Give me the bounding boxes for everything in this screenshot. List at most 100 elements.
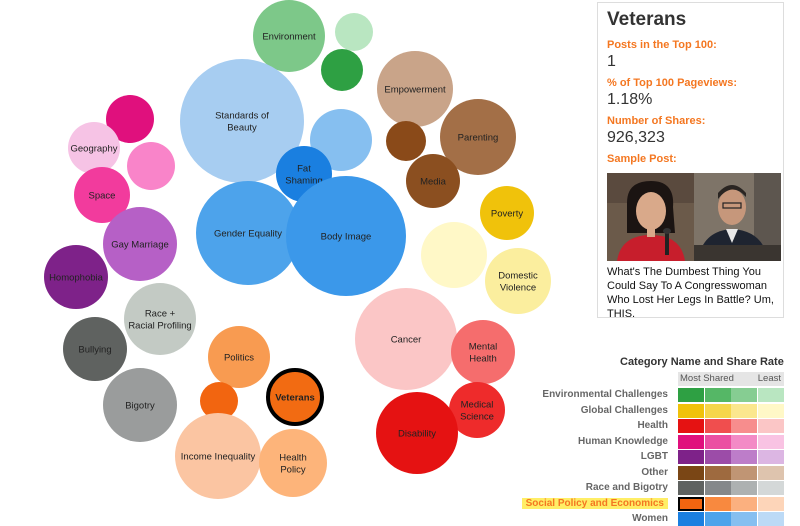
bubble-unlabeled-4[interactable]	[310, 109, 372, 171]
bubble-veterans[interactable]: Veterans	[266, 368, 324, 426]
legend-swatch[interactable]	[731, 388, 757, 402]
legend-swatch[interactable]	[678, 481, 704, 495]
legend-row-other[interactable]: Other	[514, 465, 800, 480]
legend-swatch[interactable]	[678, 512, 704, 526]
legend-swatch[interactable]	[731, 481, 757, 495]
legend-swatch[interactable]	[757, 450, 784, 464]
legend-row-women[interactable]: Women	[514, 512, 800, 526]
legend-swatch[interactable]	[678, 403, 704, 418]
legend-row-human-knowledge[interactable]: Human Knowledge	[514, 434, 800, 449]
bubble-circle[interactable]	[377, 51, 453, 127]
legend-swatch[interactable]	[757, 481, 784, 495]
bubble-circle[interactable]	[386, 121, 426, 161]
bubble-unlabeled-1[interactable]	[335, 13, 373, 51]
bubble-circle[interactable]	[310, 109, 372, 171]
bubble-gay-marriage[interactable]: Gay Marriage	[103, 207, 177, 281]
legend-swatch[interactable]	[757, 434, 784, 449]
bubble-circle[interactable]	[421, 222, 487, 288]
legend-swatch[interactable]	[704, 403, 731, 418]
bubble-body-image[interactable]: Body Image	[286, 176, 406, 296]
sample-caption[interactable]: What's The Dumbest Thing You Could Say T…	[607, 266, 774, 320]
bubble-circle[interactable]	[406, 154, 460, 208]
bubble-circle[interactable]	[335, 13, 373, 51]
bubble-unlabeled-12[interactable]	[106, 95, 154, 143]
bubble-domestic-violence[interactable]: Domestic Violence	[485, 248, 551, 314]
bubble-bigotry[interactable]: Bigotry	[103, 368, 177, 442]
legend-swatch[interactable]	[757, 512, 784, 526]
legend-swatch[interactable]	[678, 419, 704, 433]
legend-swatch[interactable]	[757, 465, 784, 480]
bubble-circle[interactable]	[200, 382, 238, 420]
bubble-disability[interactable]: Disability	[376, 392, 458, 474]
sample-photo-man[interactable]	[694, 173, 781, 261]
legend-swatch[interactable]	[731, 450, 757, 464]
legend-swatch[interactable]	[704, 512, 731, 526]
legend-swatch[interactable]	[678, 450, 704, 464]
legend-swatch[interactable]	[731, 434, 757, 449]
bubble-homophobia[interactable]: Homophobia	[44, 245, 108, 309]
bubble-circle[interactable]	[196, 181, 300, 285]
bubble-circle[interactable]	[175, 413, 261, 499]
legend-swatch[interactable]	[678, 434, 704, 449]
legend-row-race-and-bigotry[interactable]: Race and Bigotry	[514, 481, 800, 495]
legend-swatch[interactable]	[704, 465, 731, 480]
bubble-politics[interactable]: Politics	[208, 326, 270, 388]
legend-row-lgbt[interactable]: LGBT	[514, 450, 800, 464]
legend-swatch[interactable]	[678, 465, 704, 480]
legend-swatch[interactable]	[731, 419, 757, 433]
bubble-circle[interactable]	[180, 59, 304, 183]
bubble-space[interactable]: Space	[74, 167, 130, 223]
sample-photo-woman[interactable]	[607, 173, 694, 261]
bubble-circle[interactable]	[68, 122, 120, 174]
bubble-empowerment[interactable]: Empowerment	[377, 51, 453, 127]
legend-swatch[interactable]	[704, 450, 731, 464]
legend-swatch[interactable]	[704, 434, 731, 449]
bubble-circle[interactable]	[103, 368, 177, 442]
bubble-unlabeled-19[interactable]	[421, 222, 487, 288]
bubble-unlabeled-14[interactable]	[127, 142, 175, 190]
bubble-circle[interactable]	[286, 176, 406, 296]
bubble-circle[interactable]	[253, 0, 325, 72]
bubble-circle[interactable]	[451, 320, 515, 384]
legend-swatch[interactable]	[704, 419, 731, 433]
bubble-environment[interactable]: Environment	[253, 0, 325, 72]
bubble-circle[interactable]	[485, 248, 551, 314]
bubble-parenting[interactable]: Parenting	[440, 99, 516, 175]
bubble-circle[interactable]	[124, 283, 196, 355]
bubble-unlabeled-2[interactable]	[321, 49, 363, 91]
bubble-income-inequality[interactable]: Income Inequality	[175, 413, 261, 499]
bubble-circle[interactable]	[103, 207, 177, 281]
legend-swatch[interactable]	[704, 388, 731, 402]
bubble-circle[interactable]	[480, 186, 534, 240]
legend-row-social-policy-and-economics[interactable]: Social Policy and Economics	[514, 496, 800, 511]
legend-swatch[interactable]	[757, 403, 784, 418]
legend-swatch[interactable]	[704, 481, 731, 495]
legend-swatch[interactable]	[731, 465, 757, 480]
bubble-circle[interactable]	[321, 49, 363, 91]
bubble-geography[interactable]: Geography	[68, 122, 120, 174]
bubble-mental-health[interactable]: Mental Health	[451, 320, 515, 384]
bubble-health-policy[interactable]: Health Policy	[259, 429, 327, 497]
legend-row-health[interactable]: Health	[514, 419, 800, 433]
bubble-circle[interactable]	[127, 142, 175, 190]
bubble-unlabeled-29[interactable]	[200, 382, 238, 420]
bubble-media[interactable]: Media	[406, 154, 460, 208]
bubble-circle[interactable]	[266, 368, 324, 426]
legend-swatch[interactable]	[678, 388, 704, 402]
legend-row-environmental-challenges[interactable]: Environmental Challenges	[514, 388, 800, 402]
bubble-gender-equality[interactable]: Gender Equality	[196, 181, 300, 285]
bubble-circle[interactable]	[208, 326, 270, 388]
bubble-circle[interactable]	[44, 245, 108, 309]
bubble-poverty[interactable]: Poverty	[480, 186, 534, 240]
legend-swatch[interactable]	[757, 388, 784, 402]
bubble-bullying[interactable]: Bullying	[63, 317, 127, 381]
bubble-circle[interactable]	[376, 392, 458, 474]
bubble-medical-science[interactable]: Medical Science	[449, 382, 505, 438]
legend-swatch[interactable]	[731, 512, 757, 526]
bubble-unlabeled-10[interactable]	[386, 121, 426, 161]
legend-swatch[interactable]	[678, 496, 704, 511]
bubble-circle[interactable]	[74, 167, 130, 223]
legend-swatch[interactable]	[731, 403, 757, 418]
bubble-cancer[interactable]: Cancer	[355, 288, 457, 390]
bubble-circle[interactable]	[63, 317, 127, 381]
